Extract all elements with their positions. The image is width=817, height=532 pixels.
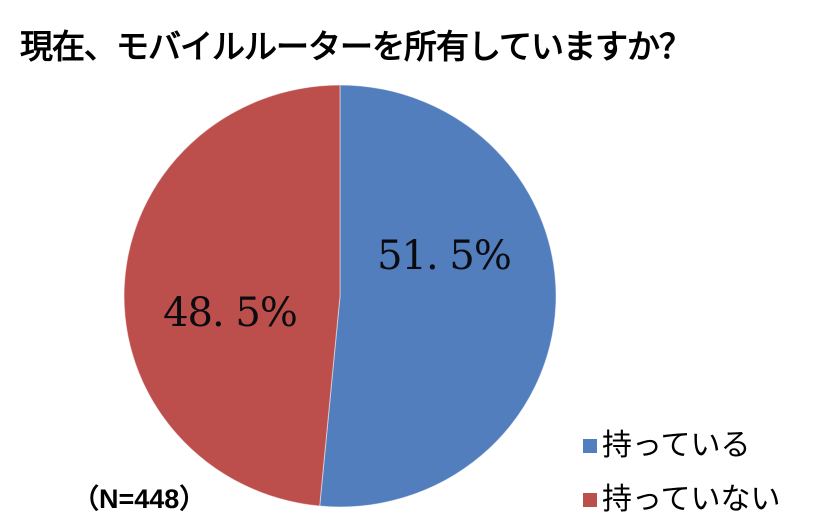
legend: 持っている 持っていない	[583, 429, 781, 532]
legend-marker-own-icon	[583, 439, 597, 453]
legend-item-not-own[interactable]: 持っていない	[583, 483, 781, 517]
slice-label-own: 51. 5%	[377, 233, 512, 279]
legend-label-not-own: 持っていない	[602, 483, 781, 516]
legend-label-own: 持っている	[602, 429, 751, 462]
slice-label-not-own: 48. 5%	[163, 290, 298, 336]
legend-item-own[interactable]: 持っている	[583, 429, 781, 463]
chart-title: 現在、モバイルルーターを所有していますか？	[20, 28, 692, 65]
sample-size-label: （N=448）	[72, 484, 207, 514]
legend-marker-not-own-icon	[583, 493, 597, 507]
pie-slice-not-own[interactable]	[123, 84, 341, 507]
pie-slice-own[interactable]	[319, 84, 557, 508]
